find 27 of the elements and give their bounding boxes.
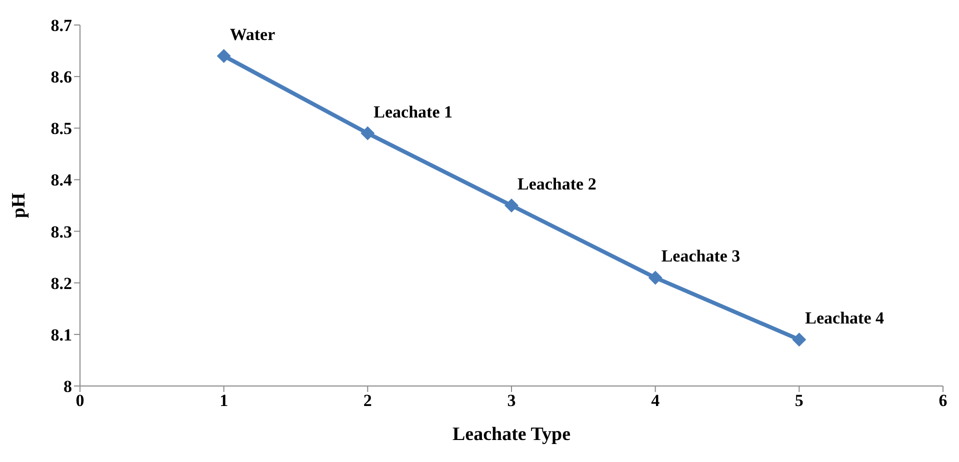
annotation: Leachate 3 bbox=[661, 246, 740, 266]
point bbox=[648, 270, 662, 285]
x-tick-label: 5 bbox=[794, 391, 804, 410]
x-tick-label: 4 bbox=[651, 391, 660, 410]
x-tick-label: 2 bbox=[363, 391, 372, 410]
point bbox=[504, 198, 518, 212]
y-tick-label: 8.6 bbox=[50, 68, 72, 87]
annotation: Leachate 1 bbox=[374, 102, 453, 122]
x-axis-title: Leachate Type bbox=[452, 424, 571, 445]
x-tick-label: 6 bbox=[938, 391, 948, 410]
y-tick-label: 8.5 bbox=[50, 119, 72, 138]
x-tick-label: 0 bbox=[76, 391, 84, 410]
annotation: Leachate 2 bbox=[518, 174, 596, 194]
annotation: Water bbox=[230, 24, 276, 44]
point bbox=[360, 126, 375, 140]
point bbox=[216, 48, 231, 63]
point bbox=[792, 332, 806, 347]
x-tick-label: 3 bbox=[507, 391, 516, 410]
y-tick-label: 8.4 bbox=[50, 170, 72, 190]
y-tick-label: 8.2 bbox=[50, 274, 72, 293]
annotation: Leachate 4 bbox=[805, 308, 885, 328]
y-axis-title: pH bbox=[8, 192, 30, 218]
y-tick-label: 8.3 bbox=[50, 222, 72, 242]
x-tick-label: 1 bbox=[220, 391, 228, 410]
y-tick-label: 8.7 bbox=[50, 16, 72, 36]
y-tick-label: 8.1 bbox=[50, 325, 72, 344]
y-tick-label: 8 bbox=[64, 377, 72, 396]
